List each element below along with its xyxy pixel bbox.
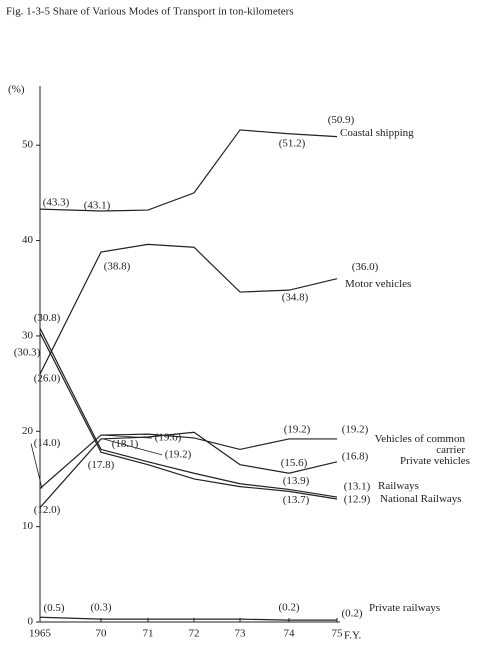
series-line: [39, 431, 338, 508]
series-name: National Railways: [380, 493, 462, 505]
data-label: (16.8): [342, 450, 369, 462]
data-label: (15.6): [281, 457, 308, 469]
series-name: Coastal shipping: [340, 127, 414, 139]
series-name: Railways: [378, 480, 419, 492]
data-label: (0.2): [278, 602, 299, 614]
data-label: (14.0): [34, 437, 61, 449]
data-label: (19.2): [165, 448, 192, 460]
data-label: (17.8): [88, 459, 115, 471]
data-label: (12.9): [344, 494, 371, 506]
label-arrow: [30, 443, 43, 489]
data-label: (0.5): [43, 602, 64, 614]
x-tick-label: 72: [189, 628, 200, 640]
x-tick-label: 1965: [29, 628, 52, 640]
y-tick-label: 20: [22, 425, 34, 437]
data-label: (13.1): [344, 481, 371, 493]
series-line: [39, 332, 338, 500]
series-line: [39, 129, 338, 212]
series-line: [39, 433, 337, 489]
x-tick-label: 73: [235, 628, 247, 640]
series-name: Private railways: [369, 602, 441, 614]
series-line: [39, 616, 337, 621]
data-label: (13.7): [283, 494, 310, 506]
chart-title: Fig. 1-3-5 Share of Various Modes of Tra…: [6, 6, 294, 18]
y-tick-label: 10: [22, 520, 34, 532]
x-tick-label: 74: [284, 628, 296, 640]
data-label: (12.0): [34, 504, 61, 516]
label-arrow: [102, 438, 163, 456]
data-label: (30.8): [34, 312, 61, 324]
x-axis-label: F.Y.: [344, 630, 362, 642]
series-name: Motor vehicles: [345, 278, 412, 290]
y-tick-label: 0: [28, 616, 34, 628]
x-tick-label: 70: [96, 628, 108, 640]
y-tick-label: 50: [22, 139, 34, 151]
data-label: (43.3): [43, 197, 70, 209]
data-label: (19.2): [284, 423, 311, 435]
data-label: (38.8): [104, 261, 131, 273]
y-tick-label: 40: [22, 234, 34, 246]
data-label: (0.3): [90, 602, 111, 614]
y-tick-label: 30: [22, 329, 34, 341]
y-axis-label: (%): [8, 84, 25, 96]
series-line: [39, 243, 338, 375]
series-line: [39, 328, 338, 498]
data-label: (43.1): [84, 200, 111, 212]
data-label: (51.2): [279, 137, 306, 149]
x-tick-label: 75: [332, 628, 344, 640]
data-label: (50.9): [328, 114, 355, 126]
data-label: (26.0): [34, 373, 61, 385]
data-label: (19.2): [342, 423, 369, 435]
series-name: Vehicles of common carrier: [374, 433, 465, 456]
data-label: (30.3): [14, 347, 41, 359]
data-label: (0.2): [341, 608, 362, 620]
data-label: (13.9): [283, 475, 310, 487]
series-name: Private vehicles: [400, 455, 470, 467]
data-label: (36.0): [352, 261, 379, 273]
x-tick-label: 71: [143, 628, 154, 640]
data-label: (18.1): [112, 438, 139, 450]
data-label: (34.8): [282, 292, 309, 304]
